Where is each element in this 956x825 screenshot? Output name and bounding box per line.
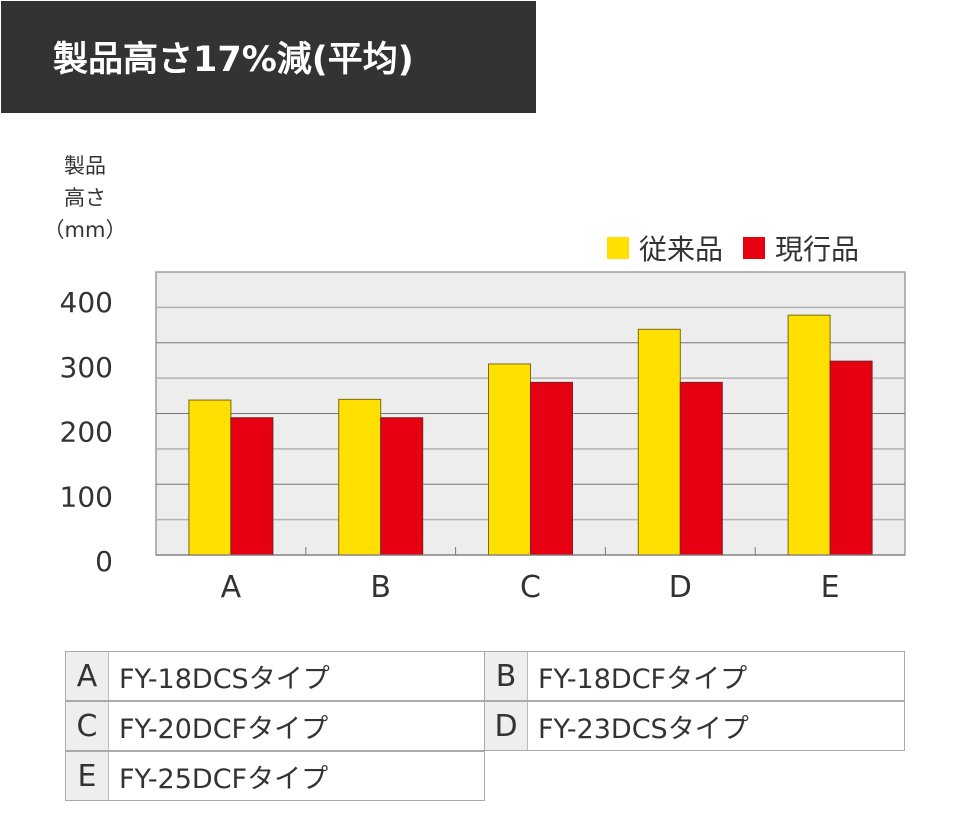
y-axis-label-line: （mm） — [43, 218, 127, 242]
table-row: A FY-18DCSタイプ — [65, 651, 485, 701]
y-axis-label: 製品 高さ （mm） — [40, 150, 130, 246]
table-row: E FY-25DCFタイプ — [65, 751, 485, 801]
x-tick-label: E — [821, 570, 840, 605]
model-name: FY-18DCSタイプ — [119, 663, 330, 695]
legend-swatch-current — [743, 237, 766, 259]
bar-current — [380, 417, 424, 556]
bar-conventional — [188, 399, 232, 556]
x-tick-label: C — [520, 570, 541, 605]
bar-current — [829, 360, 873, 556]
legend-swatch-conventional — [607, 237, 629, 259]
legend-label-conventional: 従来品 — [639, 233, 724, 266]
bar-conventional — [787, 314, 831, 556]
x-tick-label: B — [370, 570, 391, 605]
bar-current — [679, 381, 723, 556]
y-tick-label: 100 — [60, 480, 113, 513]
model-key: A — [66, 652, 109, 700]
model-key: C — [66, 702, 109, 750]
table-row: B FY-18DCFタイプ — [484, 651, 905, 701]
x-tick-label: A — [221, 570, 242, 605]
y-tick-label: 400 — [60, 286, 113, 319]
page-title: 製品高さ17%減(平均) — [53, 40, 414, 80]
table-row: D FY-23DCSタイプ — [484, 701, 905, 751]
model-name: FY-20DCFタイプ — [119, 713, 329, 745]
model-key: D — [485, 702, 528, 750]
model-name: FY-25DCFタイプ — [119, 763, 329, 795]
model-key: E — [66, 752, 109, 800]
bar-conventional — [338, 398, 382, 556]
bar-conventional — [637, 328, 681, 556]
x-tick-label: D — [669, 570, 692, 605]
model-key: B — [485, 652, 528, 700]
bar-chart: A B C D E 0 100 200 300 400 — [60, 271, 906, 605]
model-name: FY-18DCFタイプ — [538, 663, 748, 695]
y-tick-label: 200 — [60, 416, 113, 449]
bar-conventional — [488, 363, 531, 556]
bar-current — [230, 417, 274, 556]
legend-label-current: 現行品 — [775, 233, 860, 266]
legend: 従来品 現行品 — [607, 228, 879, 268]
title-banner: 製品高さ17%減(平均) — [1, 1, 536, 113]
y-tick-label: 0 — [95, 545, 113, 578]
y-axis-label-line: 製品 — [64, 154, 106, 178]
table-row: C FY-20DCFタイプ — [65, 701, 485, 751]
y-axis-label-line: 高さ — [64, 186, 106, 210]
model-name: FY-23DCSタイプ — [538, 713, 749, 745]
y-tick-label: 300 — [60, 351, 113, 384]
bar-current — [530, 381, 573, 556]
